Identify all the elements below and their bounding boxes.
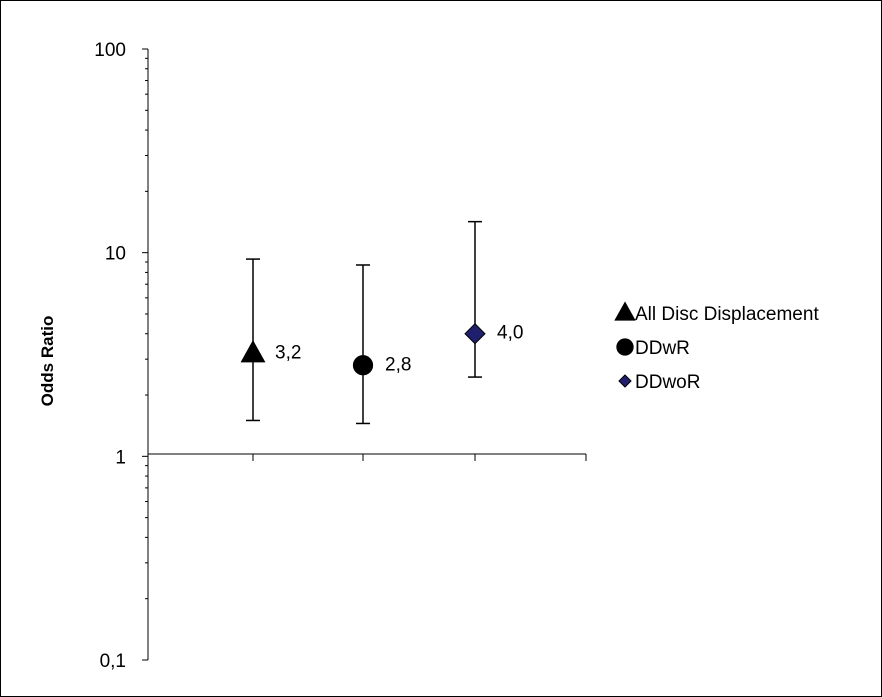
data-label: 2,8 [385,354,411,375]
x-ticks [252,454,587,461]
data-label: 3,2 [275,342,301,363]
y-tick-label: 0,1 [100,651,126,672]
data-point-diamond [464,323,486,345]
legend-label: All Disc Displacement [635,304,819,325]
legend-marker-triangle [614,301,636,321]
series-ddwr: 2,8 [352,264,411,425]
legend-marker-circle [616,338,634,356]
data-point-circle [352,355,374,376]
legend-marker-diamond [618,374,632,388]
series-ddwor: 4,0 [464,220,523,378]
y-tick-label: 10 [105,244,126,265]
y-tick-label: 1 [115,447,126,468]
data-point-triangle [240,340,266,363]
y-tick-label: 100 [94,40,126,61]
legend-entry: DDwR [616,338,690,359]
axes [147,49,586,660]
y-axis-label: Odds Ratio [38,316,57,407]
data-marks: 3,2 2,8 4,0 [240,220,523,425]
legend-label: DDwoR [635,372,700,393]
data-label: 4,0 [497,323,523,344]
series-all-disc-displacement: 3,2 [240,258,301,422]
legend-entry: DDwoR [618,372,700,393]
legend-label: DDwR [635,338,690,359]
y-ticks: 0,1 1 10 100 [94,40,148,672]
legend-entry: All Disc Displacement [614,301,819,325]
legend: All Disc Displacement DDwR DDwoR [614,301,819,393]
